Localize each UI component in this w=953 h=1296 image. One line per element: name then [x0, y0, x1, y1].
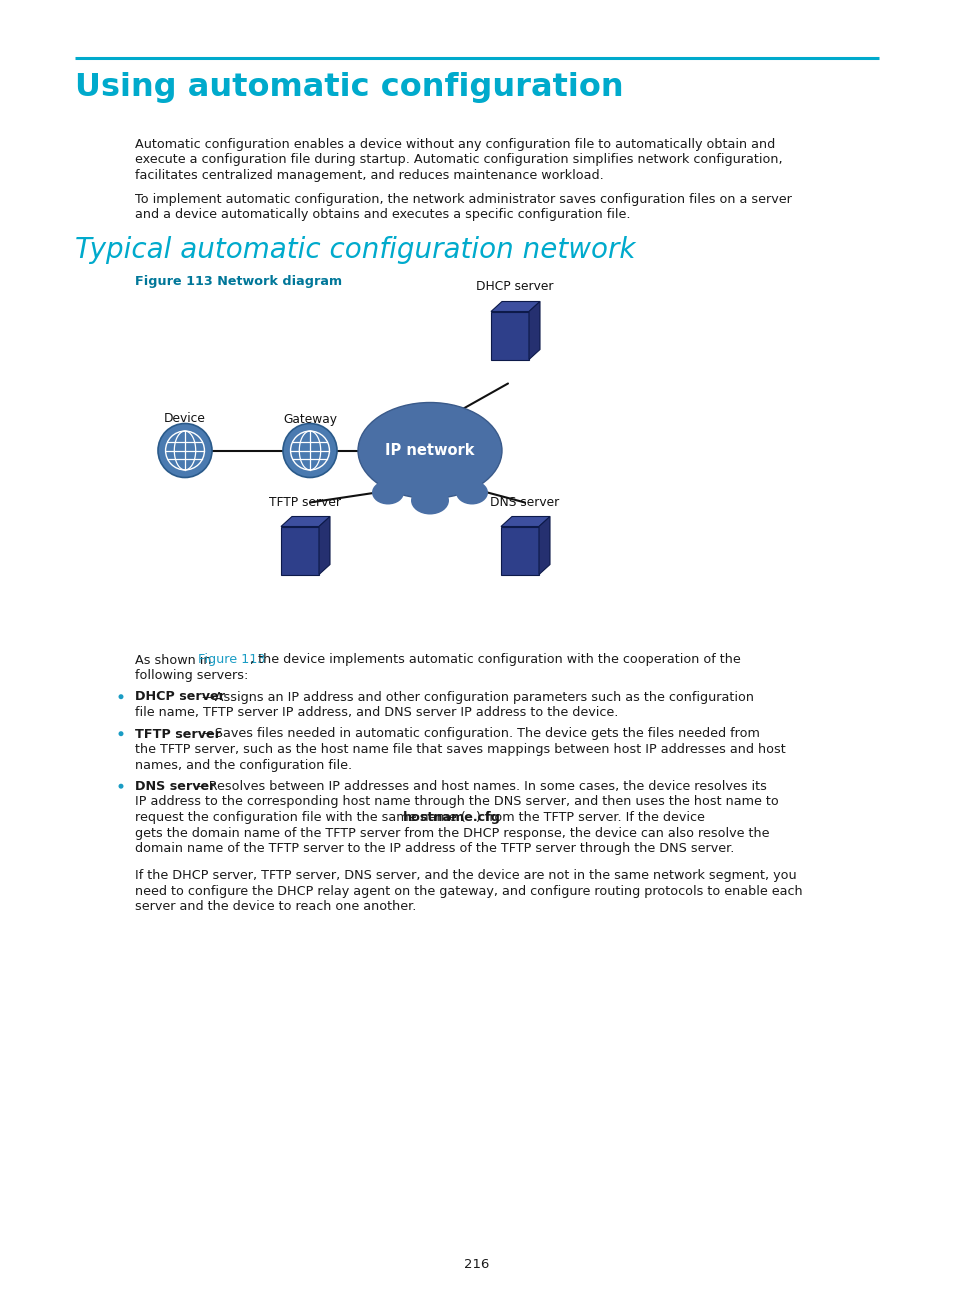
Text: following servers:: following servers: [135, 669, 248, 682]
Text: DHCP server: DHCP server [135, 691, 225, 704]
Text: TFTP server: TFTP server [269, 495, 340, 508]
Text: TFTP server: TFTP server [135, 727, 221, 740]
Polygon shape [281, 517, 330, 526]
Text: facilitates centralized management, and reduces maintenance workload.: facilitates centralized management, and … [135, 168, 603, 181]
Circle shape [118, 731, 123, 736]
Text: need to configure the DHCP relay agent on the gateway, and configure routing pro: need to configure the DHCP relay agent o… [135, 885, 801, 898]
Text: IP address to the corresponding host name through the DNS server, and then uses : IP address to the corresponding host nam… [135, 796, 778, 809]
Text: 216: 216 [464, 1258, 489, 1271]
Text: —Resolves between IP addresses and host names. In some cases, the device resolve: —Resolves between IP addresses and host … [195, 780, 766, 793]
Polygon shape [538, 517, 550, 574]
Circle shape [283, 424, 336, 477]
Text: Automatic configuration enables a device without any configuration file to autom: Automatic configuration enables a device… [135, 137, 775, 152]
Circle shape [118, 784, 123, 789]
Text: IP network: IP network [385, 443, 475, 457]
Text: the TFTP server, such as the host name file that saves mappings between host IP : the TFTP server, such as the host name f… [135, 743, 785, 756]
Text: gets the domain name of the TFTP server from the DHCP response, the device can a: gets the domain name of the TFTP server … [135, 827, 769, 840]
Ellipse shape [456, 481, 488, 504]
Text: DHCP server: DHCP server [476, 280, 553, 293]
Text: ) from the TFTP server. If the device: ) from the TFTP server. If the device [476, 811, 704, 824]
Ellipse shape [411, 486, 449, 515]
Ellipse shape [357, 403, 501, 499]
Text: —Assigns an IP address and other configuration parameters such as the configurat: —Assigns an IP address and other configu… [202, 691, 753, 704]
Polygon shape [529, 302, 539, 359]
Text: , the device implements automatic configuration with the cooperation of the: , the device implements automatic config… [251, 653, 740, 666]
Text: If the DHCP server, TFTP server, DNS server, and the device are not in the same : If the DHCP server, TFTP server, DNS ser… [135, 870, 796, 883]
Text: hostname.cfg: hostname.cfg [402, 811, 500, 824]
Text: Figure 113: Figure 113 [198, 653, 265, 666]
Text: DNS server: DNS server [490, 495, 559, 508]
Text: As shown in: As shown in [135, 653, 215, 666]
Circle shape [158, 424, 212, 477]
Text: server and the device to reach one another.: server and the device to reach one anoth… [135, 901, 416, 914]
Polygon shape [500, 517, 550, 526]
Text: request the configuration file with the same name (: request the configuration file with the … [135, 811, 465, 824]
Polygon shape [318, 517, 330, 574]
Polygon shape [500, 526, 538, 574]
Circle shape [118, 695, 123, 700]
Text: names, and the configuration file.: names, and the configuration file. [135, 758, 352, 771]
Text: execute a configuration file during startup. Automatic configuration simplifies : execute a configuration file during star… [135, 153, 781, 166]
Text: Figure 113 Network diagram: Figure 113 Network diagram [135, 276, 342, 289]
Polygon shape [491, 311, 529, 359]
Text: file name, TFTP server IP address, and DNS server IP address to the device.: file name, TFTP server IP address, and D… [135, 706, 618, 719]
Ellipse shape [372, 481, 403, 504]
Polygon shape [281, 526, 318, 574]
Text: Using automatic configuration: Using automatic configuration [75, 73, 623, 102]
Text: and a device automatically obtains and executes a specific configuration file.: and a device automatically obtains and e… [135, 207, 630, 222]
Text: —Saves files needed in automatic configuration. The device gets the files needed: —Saves files needed in automatic configu… [202, 727, 760, 740]
Text: To implement automatic configuration, the network administrator saves configurat: To implement automatic configuration, th… [135, 193, 791, 206]
Text: domain name of the TFTP server to the IP address of the TFTP server through the : domain name of the TFTP server to the IP… [135, 842, 734, 855]
Text: Gateway: Gateway [283, 412, 336, 425]
Polygon shape [491, 302, 539, 311]
Text: Device: Device [164, 412, 206, 425]
Text: Typical automatic configuration network: Typical automatic configuration network [75, 236, 635, 263]
Text: DNS server: DNS server [135, 780, 215, 793]
